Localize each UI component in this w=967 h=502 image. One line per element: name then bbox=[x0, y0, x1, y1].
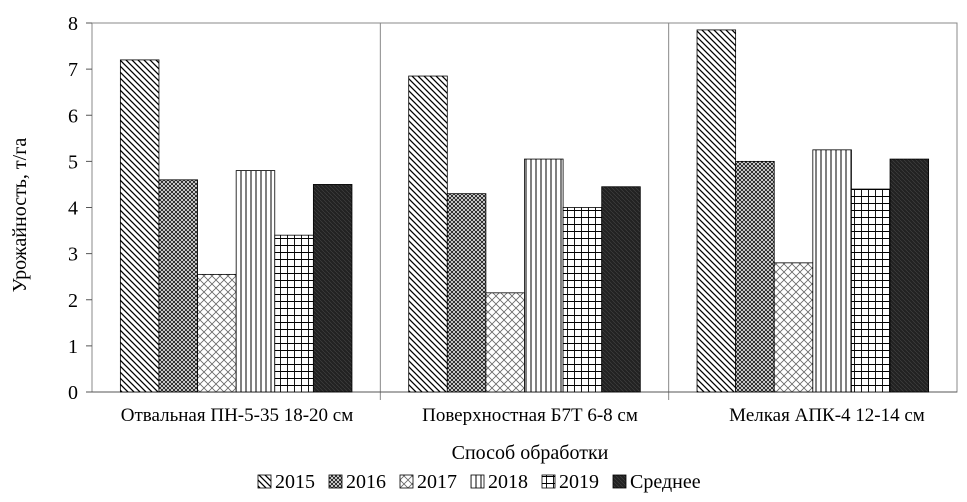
legend-swatch-Среднее bbox=[612, 474, 627, 489]
bar-2018-1 bbox=[235, 170, 276, 393]
legend-swatch-2019 bbox=[541, 474, 556, 489]
y-tick-label: 4 bbox=[68, 198, 78, 220]
bar-2016-2 bbox=[446, 193, 487, 393]
y-tick-label: 8 bbox=[68, 13, 78, 35]
bar-2018-2 bbox=[524, 158, 564, 393]
y-tick-label: 6 bbox=[68, 105, 78, 127]
bar-Среднее-1 bbox=[312, 184, 353, 393]
bar-2017-3 bbox=[773, 262, 814, 393]
y-tick-label: 5 bbox=[68, 151, 78, 173]
legend: 2015 2016 2017 2018 2019 Среднее bbox=[257, 471, 701, 493]
bar-2019-1 bbox=[274, 234, 314, 393]
bar-2015-1 bbox=[119, 59, 160, 393]
y-axis: 0 1 2 3 4 5 6 7 8 bbox=[68, 13, 92, 404]
bar-Среднее-2 bbox=[601, 186, 641, 393]
bar-series-group bbox=[119, 29, 930, 393]
legend-label-Среднее: Среднее bbox=[630, 471, 701, 493]
x-tick-label: Отвальная ПН-5-35 18-20 см bbox=[121, 405, 353, 426]
legend-swatch-2015 bbox=[257, 474, 272, 489]
legend-swatch-2016 bbox=[328, 474, 343, 489]
bar-Среднее-3 bbox=[889, 158, 930, 393]
y-tick-label: 1 bbox=[68, 336, 78, 358]
x-tick-label: Поверхностная Б7Т 6-8 см bbox=[422, 405, 638, 426]
legend-label-2017: 2017 bbox=[417, 471, 457, 493]
legend-label-2015: 2015 bbox=[275, 471, 315, 493]
legend-label-2018: 2018 bbox=[488, 471, 528, 493]
legend-label-2016: 2016 bbox=[346, 471, 386, 493]
bar-2018-3 bbox=[812, 149, 852, 393]
bar-2019-2 bbox=[562, 207, 603, 393]
y-tick-label: 0 bbox=[68, 382, 78, 404]
bar-2017-2 bbox=[485, 292, 525, 393]
bar-2015-2 bbox=[408, 75, 448, 393]
bar-2019-3 bbox=[851, 188, 891, 393]
y-axis-title: Урожайность, т/га bbox=[9, 138, 31, 293]
legend-swatch-2018 bbox=[470, 474, 485, 489]
y-tick-label: 2 bbox=[68, 290, 78, 312]
bar-2015-3 bbox=[696, 29, 737, 393]
legend-swatch-2017 bbox=[399, 474, 414, 489]
y-tick-label: 7 bbox=[68, 59, 78, 81]
y-tick-label: 3 bbox=[68, 244, 78, 266]
bar-2016-1 bbox=[158, 179, 198, 393]
x-tick-label: Мелкая АПК-4 12-14 см bbox=[729, 405, 925, 426]
bar-2017-1 bbox=[197, 273, 237, 393]
bar-2016-3 bbox=[735, 160, 775, 393]
x-axis-title: Способ обработки bbox=[452, 442, 609, 464]
legend-label-2019: 2019 bbox=[559, 471, 599, 493]
x-axis: Отвальная ПН-5-35 18-20 см Поверхностная … bbox=[121, 405, 925, 426]
